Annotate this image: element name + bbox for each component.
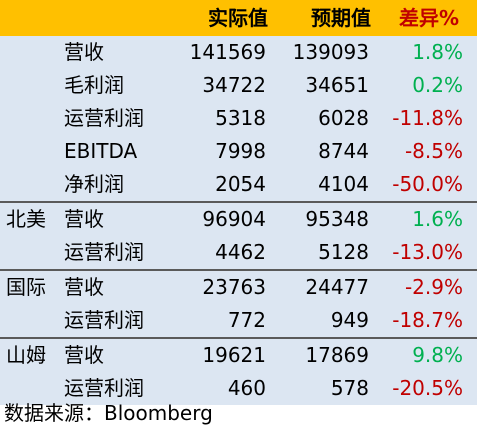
expected-cell: 6028 [318,106,369,130]
actual-cell: 34722 [202,73,266,97]
table-row: 营收 141569 139093 1.8% [0,36,477,69]
data-source-note: 数据来源：Bloomberg [4,401,213,425]
header-metric [60,0,172,36]
table-row: 运营利润 460 578 -20.5% [0,372,477,405]
diff-cell: -11.8% [392,106,463,130]
table-row: 运营利润 5318 6028 -11.8% [0,102,477,135]
expected-cell: 578 [330,376,369,400]
region-cell [0,135,60,168]
diff-cell: 1.8% [412,40,463,64]
metric-cell: 运营利润 [64,106,144,130]
actual-cell: 772 [227,308,266,332]
table-header-row: 实际值 预期值 差异% [0,0,477,36]
actual-cell: 2054 [215,172,266,196]
earnings-comparison-table: 实际值 预期值 差异% 营收 141569 139093 1.8% 毛利润 34… [0,0,477,405]
actual-cell: 7998 [215,139,266,163]
header-actual: 实际值 [208,6,268,30]
metric-cell: 毛利润 [64,73,124,97]
region-cell [0,36,60,69]
actual-cell: 4462 [215,240,266,264]
metric-cell: 运营利润 [64,308,144,332]
region-cell: 国际 [0,269,60,304]
table-row: 运营利润 4462 5128 -13.0% [0,236,477,270]
diff-cell: 0.2% [412,73,463,97]
expected-cell: 24477 [272,269,375,304]
table-row: 国际 营收 23763 24477 -2.9% [0,269,477,304]
header-expected: 预期值 [311,6,371,30]
actual-cell: 23763 [172,269,272,304]
metric-cell: 营收 [60,201,172,236]
diff-cell: -20.5% [392,376,463,400]
actual-cell: 141569 [189,40,266,64]
region-cell: 北美 [0,201,60,236]
expected-cell: 17869 [272,337,375,372]
diff-cell: -8.5% [404,139,463,163]
actual-cell: 460 [227,376,266,400]
diff-cell: 1.6% [375,201,477,236]
expected-cell: 949 [330,308,369,332]
metric-cell: 营收 [64,40,104,64]
expected-cell: 8744 [318,139,369,163]
actual-cell: 96904 [172,201,272,236]
metric-cell: EBITDA [64,139,138,163]
actual-cell: 19621 [172,337,272,372]
table-row: 净利润 2054 4104 -50.0% [0,168,477,202]
expected-cell: 95348 [272,201,375,236]
expected-cell: 5128 [318,240,369,264]
metric-cell: 营收 [60,269,172,304]
region-cell [0,304,60,338]
metric-cell: 运营利润 [64,376,144,400]
metric-cell: 运营利润 [64,240,144,264]
expected-cell: 139093 [292,40,369,64]
table-row: EBITDA 7998 8744 -8.5% [0,135,477,168]
header-region [0,0,60,36]
diff-cell: -50.0% [392,172,463,196]
table-row: 毛利润 34722 34651 0.2% [0,69,477,102]
region-cell [0,168,60,202]
expected-cell: 4104 [318,172,369,196]
diff-cell: 9.8% [375,337,477,372]
metric-cell: 营收 [60,337,172,372]
diff-cell: -18.7% [392,308,463,332]
diff-cell: -13.0% [392,240,463,264]
region-cell [0,69,60,102]
header-diff: 差异% [398,6,459,30]
region-cell [0,102,60,135]
table-row: 山姆 营收 19621 17869 9.8% [0,337,477,372]
diff-cell: -2.9% [375,269,477,304]
region-cell [0,236,60,270]
metric-cell: 净利润 [64,172,124,196]
actual-cell: 5318 [215,106,266,130]
region-cell: 山姆 [0,337,60,372]
table-row: 北美 营收 96904 95348 1.6% [0,201,477,236]
expected-cell: 34651 [305,73,369,97]
table-row: 运营利润 772 949 -18.7% [0,304,477,338]
